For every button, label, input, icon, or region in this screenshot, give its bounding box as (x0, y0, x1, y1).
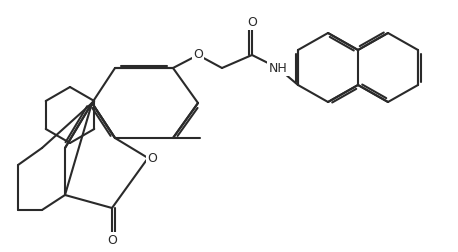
Text: NH: NH (269, 61, 287, 75)
Text: O: O (193, 48, 203, 61)
Text: O: O (247, 16, 257, 28)
Text: O: O (107, 234, 117, 246)
Text: O: O (147, 151, 157, 165)
